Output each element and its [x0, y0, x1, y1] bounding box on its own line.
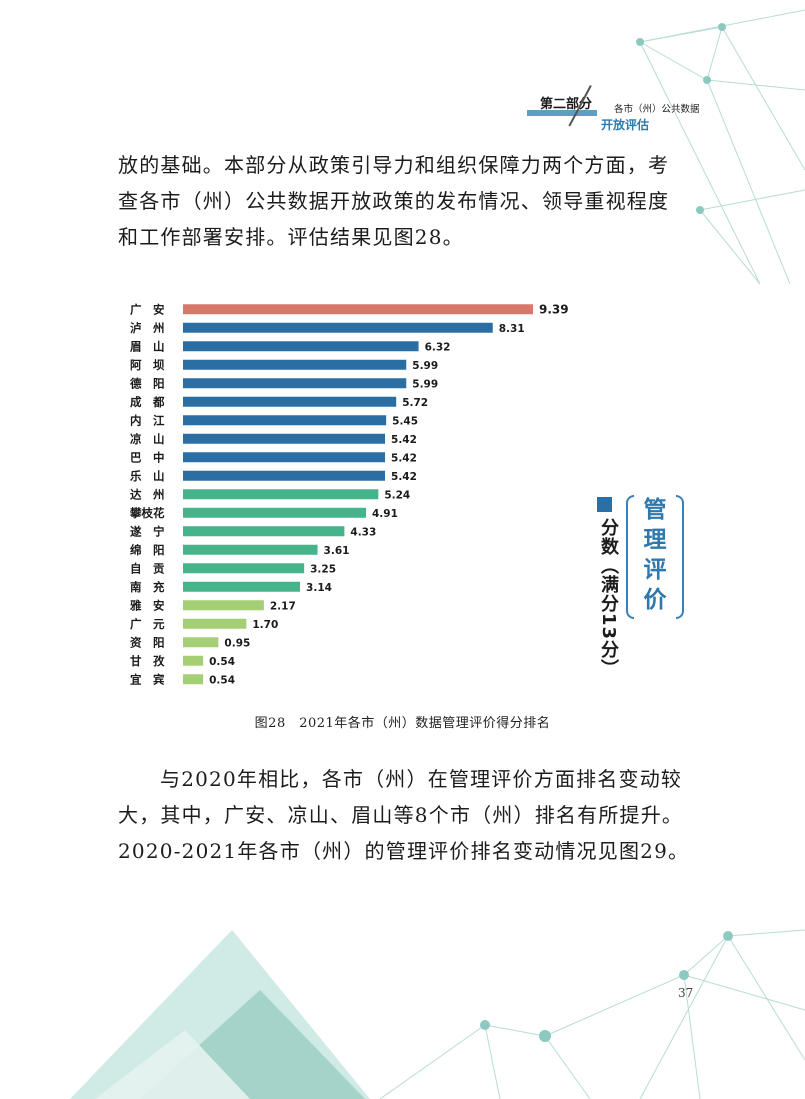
header-subtitle-top: 各市（州）公共数据 [614, 104, 700, 115]
value-label: 3.25 [310, 563, 336, 575]
page-number: 37 [678, 986, 694, 1000]
badge-bracket-left [626, 495, 634, 619]
category-label: 绵 阳 [130, 543, 165, 557]
category-label: 内 江 [130, 413, 165, 427]
bar [183, 322, 493, 333]
value-label: 3.14 [306, 582, 332, 594]
value-label: 5.42 [391, 452, 417, 464]
value-label: 2.17 [270, 600, 296, 612]
bar [183, 433, 386, 444]
category-label: 宜 宾 [130, 672, 165, 686]
value-label: 0.54 [209, 656, 235, 668]
body-line: 2020-2021年各市（州）的管理评价排名变动情况见图29。 [118, 839, 690, 863]
category-label: 乐 山 [130, 469, 165, 483]
bar [183, 600, 264, 611]
bar [183, 359, 407, 370]
category-label: 雅 安 [129, 598, 165, 612]
bar [183, 470, 386, 481]
value-label: 1.70 [252, 619, 278, 631]
badge-char: 价 [643, 587, 667, 613]
category-label: 遂 宁 [130, 524, 165, 538]
category-label: 眉 山 [130, 339, 165, 353]
bar [183, 507, 367, 518]
header-subtitle-bottom: 开放评估 [601, 118, 650, 132]
body-line: 与2020年相比，各市（州）在管理评价方面排名变动较 [160, 767, 683, 791]
value-label: 5.42 [391, 471, 417, 483]
bar [183, 674, 204, 685]
bar [183, 304, 533, 315]
category-label: 资 阳 [130, 635, 165, 649]
value-label: 5.99 [412, 360, 438, 372]
value-label: 0.95 [224, 637, 250, 649]
value-label: 4.33 [350, 526, 376, 538]
bar [183, 618, 247, 629]
intro-line: 和工作部署安排。评估结果见图28。 [118, 225, 464, 249]
value-label: 3.61 [324, 545, 350, 557]
bar [183, 489, 379, 500]
value-label: 5.42 [391, 434, 417, 446]
value-label: 9.39 [539, 302, 569, 316]
bar-chart: 广 安 9.39 泸 州 8.31 眉 山 6.32 阿 坝 5.99 德 阳 5.99 成 都 5.… [129, 302, 569, 686]
intro-paragraph: 放的基础。本部分从政策引导力和组织保障力两个方面，考 查各市（州）公共数据开放政… [118, 147, 708, 255]
badge-char: 管 [643, 497, 667, 523]
intro-line: 查各市（州）公共数据开放政策的发布情况、领导重视程度 [118, 189, 670, 213]
bar [183, 415, 387, 426]
bar [183, 396, 397, 407]
legend-square [597, 497, 612, 512]
category-label: 成 都 [130, 395, 165, 409]
bar [183, 581, 301, 592]
intro-line: 放的基础。本部分从政策引导力和组织保障力两个方面，考 [118, 153, 670, 177]
value-label: 5.72 [402, 397, 428, 409]
value-label: 5.24 [384, 489, 410, 501]
category-label: 泸 州 [130, 321, 165, 335]
category-label: 攀枝花 [129, 506, 165, 520]
category-label: 阿 坝 [130, 358, 165, 372]
bar [183, 378, 407, 389]
bar [183, 544, 318, 555]
category-label: 甘 孜 [130, 654, 165, 668]
badge-char: 评 [643, 557, 667, 583]
value-label: 6.32 [425, 341, 451, 353]
value-label: 5.99 [412, 378, 438, 390]
figure-caption: 图28 2021年各市（州）数据管理评价得分排名 [254, 716, 551, 731]
bar [183, 563, 305, 574]
category-label: 自 贡 [130, 561, 165, 575]
category-label: 南 充 [130, 580, 165, 594]
header-accent-bar [527, 110, 597, 116]
badge-text: 管 理 评 价 [632, 495, 678, 615]
category-label: 德 阳 [129, 376, 165, 390]
bar [183, 655, 204, 666]
bar [183, 341, 419, 352]
bar [183, 526, 345, 537]
chart-unit-label: 分数（满分13分） [598, 518, 619, 679]
body-paragraph: 与2020年相比，各市（州）在管理评价方面排名变动较 大，其中，广安、凉山、眉山… [118, 761, 708, 869]
bar [183, 452, 386, 463]
value-label: 8.31 [499, 323, 525, 335]
bar [183, 637, 219, 648]
badge-char: 理 [643, 527, 667, 553]
category-label: 巴 中 [130, 450, 165, 464]
value-label: 4.91 [372, 508, 398, 520]
chart-badge: 管 理 评 价 [626, 495, 684, 619]
value-label: 5.45 [392, 415, 418, 427]
category-label: 达 州 [130, 487, 165, 501]
category-label: 广 安 [130, 302, 165, 316]
value-label: 0.54 [209, 674, 235, 686]
category-label: 凉 山 [130, 432, 165, 446]
category-label: 广 元 [130, 617, 165, 631]
body-line: 大，其中，广安、凉山、眉山等8个市（州）排名有所提升。 [118, 803, 684, 827]
